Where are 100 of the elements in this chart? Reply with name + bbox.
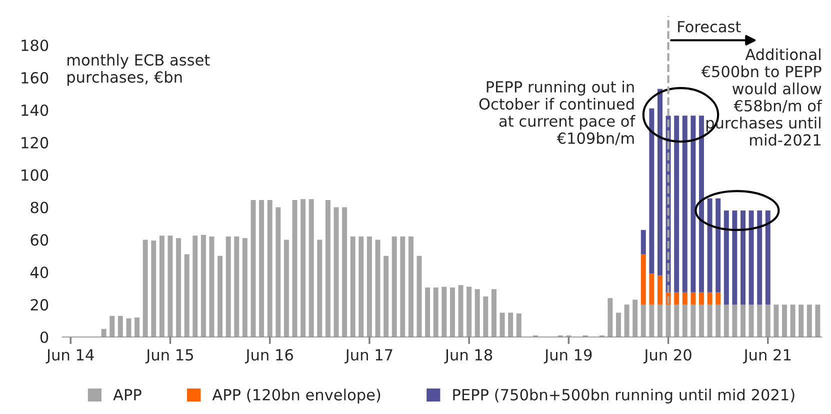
bar [765, 210, 770, 305]
bar [716, 198, 721, 292]
bar [690, 116, 696, 292]
y-tick-label: 160 [22, 72, 48, 84]
bar [640, 254, 646, 305]
bar [740, 210, 746, 305]
bar [151, 240, 156, 337]
x-tick-label: Jun 20 [643, 349, 692, 364]
bar [325, 200, 330, 337]
y-axis-title: monthly ECB asset purchases, €bn [68, 54, 210, 86]
bar [674, 292, 680, 305]
bar [366, 236, 372, 337]
bar [815, 304, 820, 337]
bar [658, 304, 662, 337]
x-tick-label: Jun 17 [344, 349, 392, 364]
bar [782, 304, 787, 337]
bar [724, 210, 729, 305]
bar [250, 200, 256, 337]
bar [649, 108, 654, 274]
x-tick-label: Jun 19 [544, 349, 592, 364]
x-tick-label: Jun 14 [46, 349, 94, 364]
bar [699, 116, 704, 292]
bar [699, 304, 704, 337]
bar [184, 254, 190, 337]
bar [798, 304, 804, 337]
bar [748, 210, 754, 305]
bar [682, 116, 688, 292]
bar [226, 236, 231, 337]
bar [674, 304, 680, 337]
bar [690, 292, 696, 305]
bar [292, 200, 298, 337]
bar [649, 274, 654, 305]
bar [400, 236, 406, 337]
bar [192, 236, 198, 337]
bar [640, 230, 646, 254]
bar [126, 318, 132, 337]
bar [699, 292, 704, 305]
y-tick-label: 140 [22, 104, 48, 116]
bar [425, 288, 430, 337]
bar [375, 240, 380, 337]
bar [716, 304, 721, 337]
bar [267, 200, 272, 337]
y-tick-label: 0 [40, 331, 48, 344]
bar [209, 236, 214, 337]
bar [757, 210, 762, 305]
bar [682, 292, 688, 305]
bar [101, 328, 106, 337]
bar [218, 256, 223, 337]
bar [765, 304, 770, 337]
x-tick-label: Jun 16 [244, 349, 293, 364]
bar [674, 116, 680, 292]
ref-line-label: Forecast [678, 21, 741, 32]
bar [450, 288, 455, 337]
legend-label: APP [113, 389, 142, 400]
bar [259, 200, 264, 337]
bar [707, 304, 712, 337]
bar [408, 236, 414, 337]
y-tick-label: 120 [22, 136, 48, 148]
x-tick-label: Jun 21 [743, 349, 791, 364]
bar [732, 304, 738, 337]
bar [790, 304, 796, 337]
bar [284, 240, 289, 337]
bar [616, 312, 621, 337]
bar [276, 207, 281, 337]
y-tick-label: 20 [30, 299, 48, 311]
x-tick-label: Jun 15 [145, 349, 193, 364]
bar [740, 304, 746, 337]
bar [624, 304, 630, 337]
bar [234, 236, 240, 337]
bar [516, 313, 522, 337]
bar [757, 304, 762, 337]
bar [707, 292, 712, 305]
bar [110, 316, 115, 337]
bar [707, 198, 712, 292]
legend-label: PEPP (750bn+500bn running until mid 2021) [453, 388, 794, 404]
x-tick-label: Jun 18 [444, 349, 492, 364]
bar [159, 236, 164, 337]
bar [491, 289, 496, 337]
y-tick-label: 80 [30, 202, 48, 214]
bar [118, 316, 123, 337]
bar [649, 304, 654, 337]
bar [176, 238, 182, 337]
bar [134, 318, 140, 337]
bar [632, 300, 638, 337]
bar [724, 304, 729, 337]
bar [658, 275, 662, 305]
bar [142, 240, 148, 337]
bar [466, 286, 472, 337]
bar [474, 289, 480, 337]
bar [317, 240, 322, 337]
bar [358, 236, 364, 337]
bar [384, 256, 389, 337]
bar [658, 88, 662, 276]
y-tick-label: 60 [30, 234, 48, 246]
bar [508, 312, 514, 337]
bar [458, 285, 464, 337]
bar [342, 207, 348, 337]
bar [608, 298, 613, 337]
bar [716, 292, 721, 305]
annotation: PEPP running out in October if continued at current pace of €109bn/m [479, 80, 636, 146]
